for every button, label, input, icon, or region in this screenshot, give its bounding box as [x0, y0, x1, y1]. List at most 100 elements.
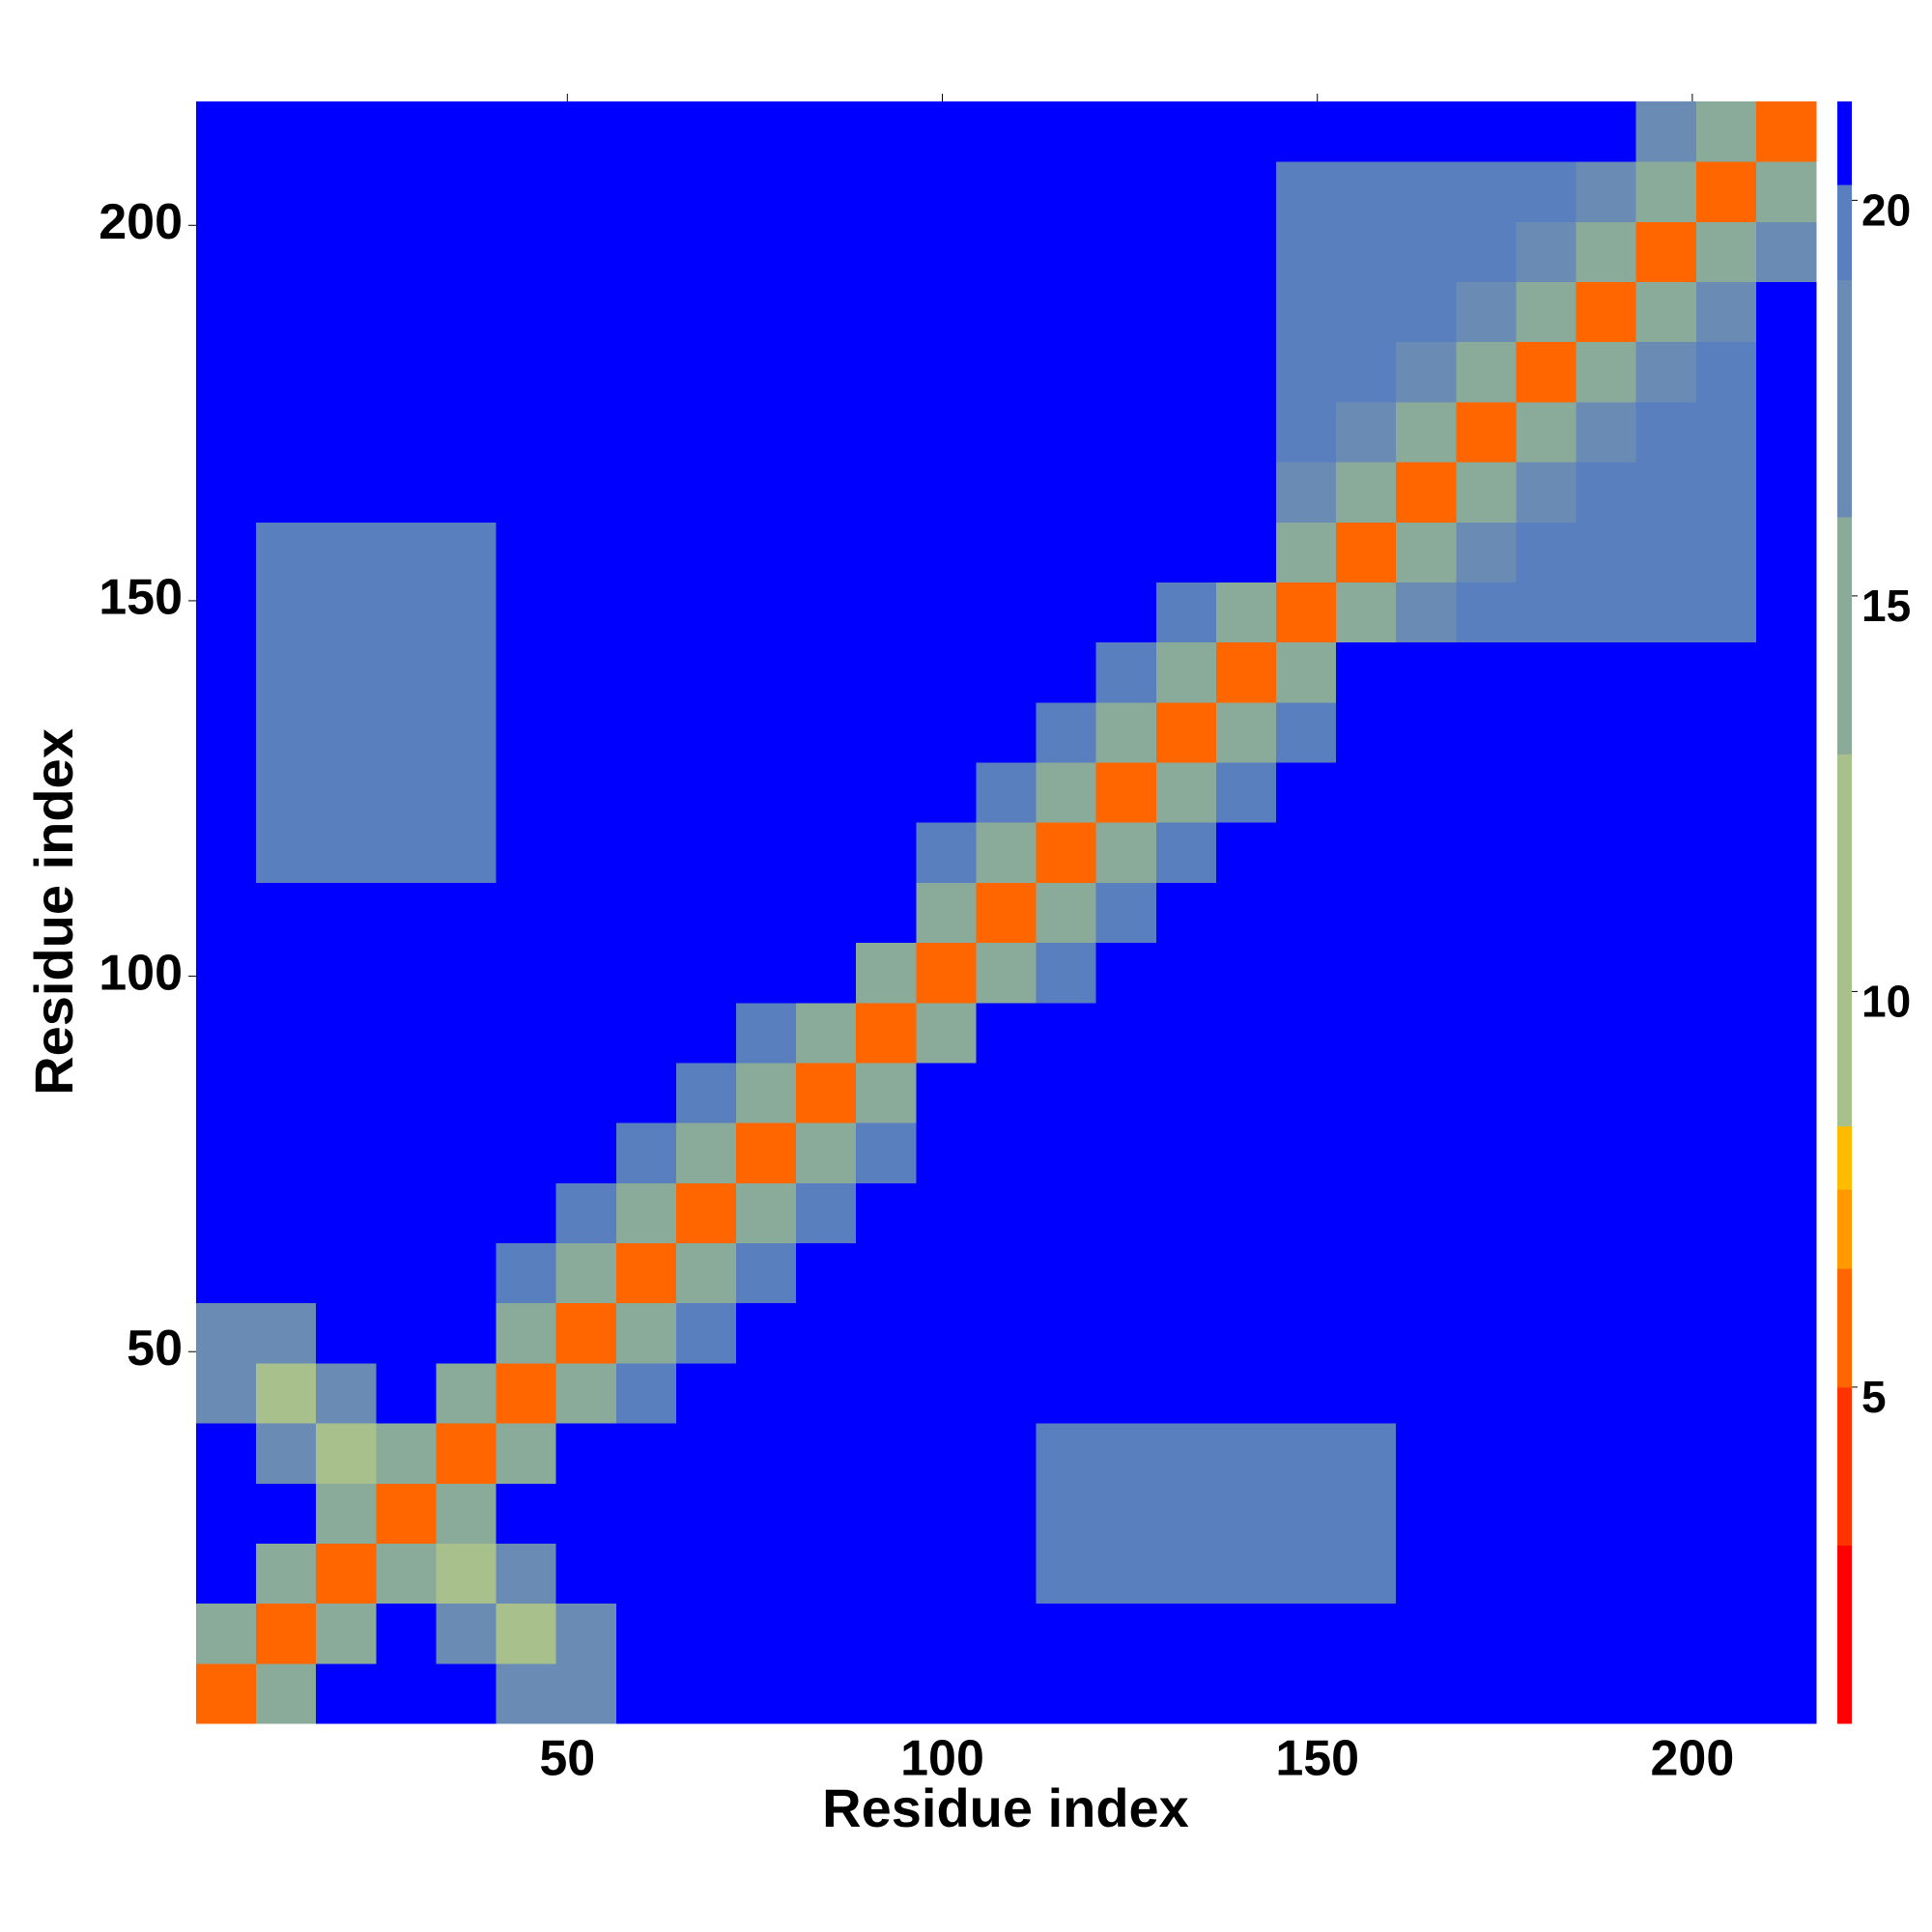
- cell: [1036, 462, 1097, 523]
- cell: [196, 221, 257, 283]
- cell: [736, 1182, 797, 1244]
- cell: [376, 341, 437, 403]
- cell: [1695, 101, 1757, 162]
- cell: [376, 822, 437, 883]
- cell: [1336, 882, 1397, 944]
- cell: [1396, 1362, 1457, 1424]
- cell: [1276, 1543, 1337, 1605]
- cell: [1276, 1423, 1337, 1484]
- cell: [675, 1302, 737, 1364]
- cell: [196, 161, 257, 222]
- cell: [496, 101, 557, 162]
- cell: [316, 101, 377, 162]
- cell: [1635, 1002, 1697, 1064]
- cell: [1095, 1362, 1157, 1424]
- cell: [976, 1662, 1037, 1724]
- cell: [1095, 822, 1157, 883]
- cell: [1036, 161, 1097, 222]
- colorbar-tick-label: 15: [1861, 581, 1911, 631]
- cell: [436, 1002, 497, 1064]
- cell: [555, 1302, 617, 1364]
- cell: [196, 522, 257, 582]
- cell: [1036, 221, 1097, 283]
- cell: [615, 1182, 677, 1244]
- cell: [436, 942, 497, 1004]
- cell: [316, 942, 377, 1004]
- cell: [555, 641, 617, 703]
- cell: [496, 942, 557, 1004]
- cell: [675, 1242, 737, 1304]
- cell: [1516, 1002, 1577, 1064]
- cell: [196, 101, 257, 162]
- cell: [615, 1302, 677, 1364]
- cell: [916, 1423, 977, 1484]
- cell: [1576, 462, 1637, 523]
- cell: [1695, 1662, 1757, 1724]
- cell: [675, 882, 737, 944]
- cell: [976, 1603, 1037, 1664]
- cell: [1695, 1302, 1757, 1364]
- cell: [496, 1362, 557, 1424]
- cell: [1635, 1302, 1697, 1364]
- cell: [1336, 582, 1397, 643]
- cell: [316, 1423, 377, 1484]
- cell: [256, 1062, 317, 1123]
- cell: [1215, 1543, 1277, 1605]
- cell: [736, 1423, 797, 1484]
- cell: [1695, 701, 1757, 763]
- cell: [1695, 1242, 1757, 1304]
- cell: [196, 1302, 257, 1364]
- cell: [1215, 1603, 1277, 1664]
- cell: [1155, 582, 1217, 643]
- cell: [615, 1483, 677, 1544]
- cell: [436, 1603, 497, 1664]
- cell: [1155, 1362, 1217, 1424]
- cell: [436, 1483, 497, 1544]
- cell: [1155, 522, 1217, 582]
- cell: [1576, 1483, 1637, 1544]
- cell: [1155, 882, 1217, 944]
- y-tick-label: 150: [99, 570, 183, 626]
- cell: [796, 1242, 857, 1304]
- cell: [316, 1362, 377, 1424]
- cell: [316, 1002, 377, 1064]
- cell: [1635, 221, 1697, 283]
- cell: [615, 1662, 677, 1724]
- x-tick-label: 150: [1275, 1731, 1359, 1787]
- cell: [675, 641, 737, 703]
- cell: [376, 1062, 437, 1123]
- cell: [1336, 701, 1397, 763]
- cell: [376, 281, 437, 343]
- cell: [316, 582, 377, 643]
- cell: [1635, 522, 1697, 582]
- cell: [976, 522, 1037, 582]
- cell: [736, 1062, 797, 1123]
- cell: [856, 1423, 917, 1484]
- cell: [976, 1423, 1037, 1484]
- cell: [376, 1483, 437, 1544]
- cell: [1456, 701, 1517, 763]
- cell: [256, 762, 317, 823]
- cell: [496, 641, 557, 703]
- cell: [1276, 1662, 1337, 1724]
- y-tick-label: 200: [99, 194, 183, 250]
- cell: [1695, 1362, 1757, 1424]
- cell: [1576, 401, 1637, 463]
- cell: [376, 161, 437, 222]
- cell: [1095, 882, 1157, 944]
- cell: [316, 822, 377, 883]
- cell: [1036, 942, 1097, 1004]
- cell: [1336, 1122, 1397, 1183]
- cell: [1215, 1423, 1277, 1484]
- cell: [675, 1483, 737, 1544]
- cell: [1695, 822, 1757, 883]
- cell: [1456, 1122, 1517, 1183]
- cell: [1516, 1362, 1577, 1424]
- cell: [196, 1242, 257, 1304]
- cell: [675, 582, 737, 643]
- cell: [1215, 822, 1277, 883]
- cell: [736, 582, 797, 643]
- cell: [675, 401, 737, 463]
- cell: [615, 281, 677, 343]
- cell: [976, 1543, 1037, 1605]
